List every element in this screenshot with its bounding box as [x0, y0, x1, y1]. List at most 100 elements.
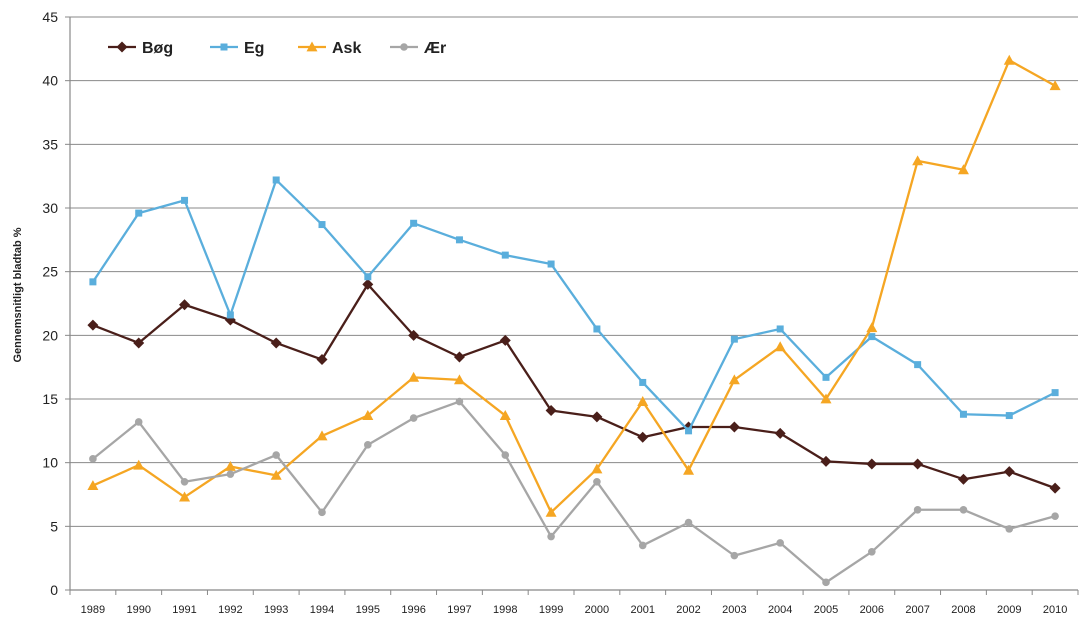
data-point — [270, 469, 282, 480]
data-point — [591, 411, 603, 423]
legend-swatch-marker — [116, 41, 128, 53]
data-point — [914, 361, 922, 369]
x-tick-label: 1993 — [264, 604, 288, 616]
data-point — [87, 319, 99, 331]
data-point — [868, 333, 876, 341]
data-point — [639, 378, 647, 386]
data-point — [224, 460, 236, 471]
x-tick-label: 1997 — [447, 604, 471, 616]
data-point — [545, 506, 557, 517]
data-point — [822, 373, 830, 381]
data-point — [316, 430, 328, 441]
data-point — [455, 397, 464, 406]
legend-label: Ask — [332, 40, 361, 57]
data-point — [822, 578, 830, 587]
data-point — [866, 458, 878, 470]
data-point — [1003, 54, 1015, 65]
series-line — [91, 178, 1056, 432]
data-point — [913, 505, 922, 514]
y-tick-label: 15 — [42, 391, 58, 407]
y-tick-label: 30 — [42, 200, 58, 216]
data-point — [1051, 512, 1059, 520]
data-point — [318, 508, 326, 517]
y-tick-label: 25 — [42, 264, 58, 280]
gridlines — [70, 16, 1078, 591]
x-tick-label: 2009 — [997, 604, 1021, 616]
y-tick-label: 5 — [50, 518, 58, 534]
x-tick-label: 1991 — [172, 604, 196, 616]
data-point — [637, 431, 649, 443]
data-point — [179, 491, 191, 502]
data-point — [820, 393, 832, 404]
data-point — [685, 427, 693, 435]
data-point — [959, 505, 968, 514]
data-point — [133, 337, 145, 349]
data-point — [1049, 80, 1061, 91]
data-point — [408, 329, 420, 341]
series-group — [87, 278, 1061, 494]
data-point — [501, 251, 509, 259]
x-tick-label: 1995 — [356, 604, 380, 616]
data-point — [179, 299, 191, 311]
data-point — [912, 458, 924, 470]
data-point — [868, 548, 876, 556]
legend-item: Ask — [298, 40, 361, 57]
x-tick-label: 2006 — [860, 604, 884, 616]
data-point — [180, 477, 189, 486]
data-point — [362, 410, 374, 420]
data-point — [453, 351, 465, 363]
y-tick-label: 10 — [42, 455, 58, 471]
data-point — [89, 278, 97, 286]
data-point — [547, 532, 555, 541]
legend-label: Eg — [244, 40, 264, 57]
data-point — [408, 371, 420, 382]
data-point — [683, 464, 695, 475]
x-tick-label: 2002 — [676, 604, 700, 616]
data-point — [364, 273, 372, 281]
series-group — [89, 176, 1059, 435]
x-tick-label: 1998 — [493, 604, 517, 616]
data-point — [547, 260, 555, 268]
data-point — [318, 221, 326, 229]
x-tick-label: 1989 — [81, 604, 105, 616]
series-line — [92, 283, 1056, 490]
data-point — [1003, 466, 1015, 478]
y-tick-label: 20 — [42, 327, 58, 343]
data-point — [545, 404, 557, 416]
data-point — [1005, 525, 1014, 533]
data-point — [776, 539, 784, 547]
data-point — [453, 374, 465, 385]
data-point — [270, 337, 282, 349]
x-tick-label: 2001 — [630, 604, 654, 616]
data-point — [499, 410, 511, 420]
x-tick-label: 1996 — [401, 604, 425, 616]
data-point — [957, 164, 969, 175]
data-point — [820, 455, 832, 467]
data-point — [410, 219, 418, 227]
data-point — [684, 518, 693, 527]
data-point — [226, 470, 235, 478]
x-tick-label: 2008 — [951, 604, 975, 616]
y-tick-label: 0 — [50, 582, 58, 598]
data-point — [316, 354, 328, 366]
data-point — [362, 278, 374, 290]
data-point — [133, 459, 145, 470]
series-group — [89, 397, 1059, 587]
y-tick-label: 45 — [42, 9, 58, 25]
legend-item: Ær — [390, 40, 446, 57]
data-point — [1049, 482, 1061, 494]
legend-label: Ær — [424, 40, 446, 57]
x-tick-label: 2000 — [585, 604, 609, 616]
x-tick-label: 2010 — [1043, 604, 1067, 616]
legend-label: Bøg — [142, 40, 173, 57]
data-point — [409, 414, 418, 422]
x-tick-label: 2007 — [905, 604, 929, 616]
data-point — [593, 325, 601, 333]
x-tick-label: 2003 — [722, 604, 746, 616]
data-point — [89, 455, 97, 463]
data-point — [455, 236, 463, 244]
x-tick-label: 1990 — [126, 604, 150, 616]
y-tick-label: 40 — [42, 73, 58, 89]
data-point — [957, 473, 969, 485]
